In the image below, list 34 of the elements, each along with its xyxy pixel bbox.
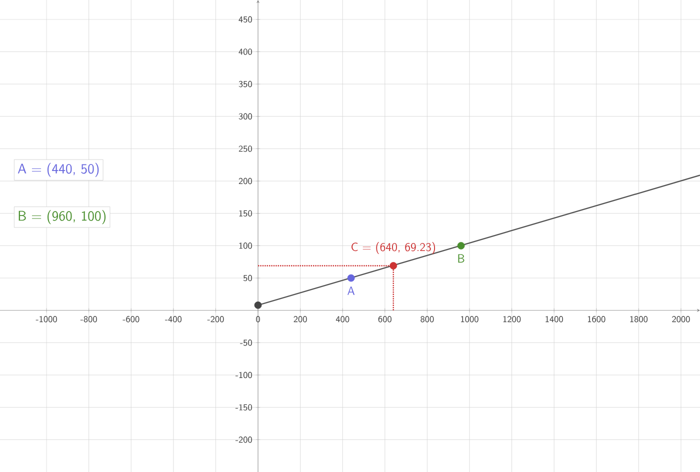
annotation: B = (960, 100) [18,210,106,224]
x-tick-label: 1000 [461,316,478,322]
annotation: A = (440, 50) [18,162,99,177]
y-tick-label: 300 [238,113,252,120]
x-tick-label: -600 [122,316,140,322]
y-tick-label: 400 [238,48,252,55]
y-tick-label: 150 [239,210,252,217]
annotation: C = (640, 69.23) [352,242,436,254]
y-tick-label: 200 [238,178,252,184]
y-tick-label: 450 [238,16,252,23]
y-tick-label: -50 [240,340,252,346]
x-tick-label: -200 [207,316,224,322]
annotation: A [348,286,355,295]
y-tick-label: 50 [243,274,252,282]
x-tick-label: 2000 [672,316,690,322]
y-tick-label: 250 [238,146,252,152]
x-tick-label: 400 [336,316,350,322]
y-tick-label: 350 [238,80,252,88]
x-tick-label: 1200 [503,316,521,322]
x-tick-label: 0 [256,316,260,322]
annotation: B [458,254,464,263]
y-tick-label: 100 [239,242,252,249]
x-tick-label: -400 [165,316,182,322]
x-tick-label: -800 [80,316,97,322]
y-tick-label: -200 [235,436,252,443]
x-tick-label: -1000 [36,316,57,322]
y-tick-label: -100 [235,372,252,378]
x-tick-label: 1800 [630,316,648,322]
x-tick-label: 1600 [588,316,606,322]
x-tick-label: 800 [420,316,434,322]
x-tick-label: 1400 [546,316,563,322]
y-tick-label: -150 [235,404,252,410]
x-tick-label: 600 [378,316,392,322]
x-tick-label: 200 [294,316,307,322]
